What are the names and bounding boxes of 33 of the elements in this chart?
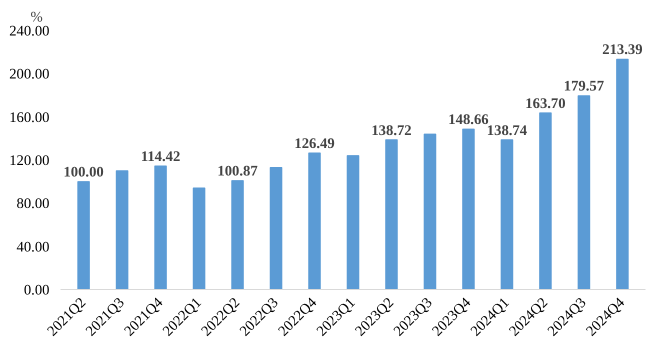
bar xyxy=(346,155,360,290)
data-label: 114.42 xyxy=(140,149,180,166)
bar xyxy=(385,139,398,290)
data-label: 179.57 xyxy=(564,78,604,95)
y-tick-label: 240.00 xyxy=(9,24,50,40)
y-axis-title: % xyxy=(30,10,43,26)
bar xyxy=(270,167,282,290)
y-tick-label: 80.00 xyxy=(16,196,50,212)
bar xyxy=(578,95,590,290)
y-tick-label: 160.00 xyxy=(9,110,50,126)
y-tick-label: 120.00 xyxy=(9,153,50,169)
data-label: 213.39 xyxy=(602,42,643,58)
bar xyxy=(500,139,514,290)
data-label: 148.66 xyxy=(448,112,489,128)
bar xyxy=(231,180,244,290)
data-label: 163.70 xyxy=(525,96,566,112)
data-label: 100.87 xyxy=(217,164,258,180)
bar xyxy=(77,181,90,290)
bar xyxy=(308,152,321,290)
data-label: 138.72 xyxy=(371,122,412,139)
y-tick-label: 0.00 xyxy=(24,282,50,298)
bar xyxy=(116,170,128,290)
bar xyxy=(192,188,206,290)
bar xyxy=(154,166,167,290)
data-label: 100.00 xyxy=(63,164,104,181)
bar xyxy=(462,128,475,290)
bar xyxy=(616,58,629,290)
data-label: 138.74 xyxy=(486,122,528,139)
y-tick-label: 200.00 xyxy=(9,66,50,83)
data-label: 126.49 xyxy=(294,136,335,152)
y-tick-label: 40.00 xyxy=(16,239,50,256)
bar xyxy=(424,134,436,290)
bar xyxy=(539,112,552,290)
